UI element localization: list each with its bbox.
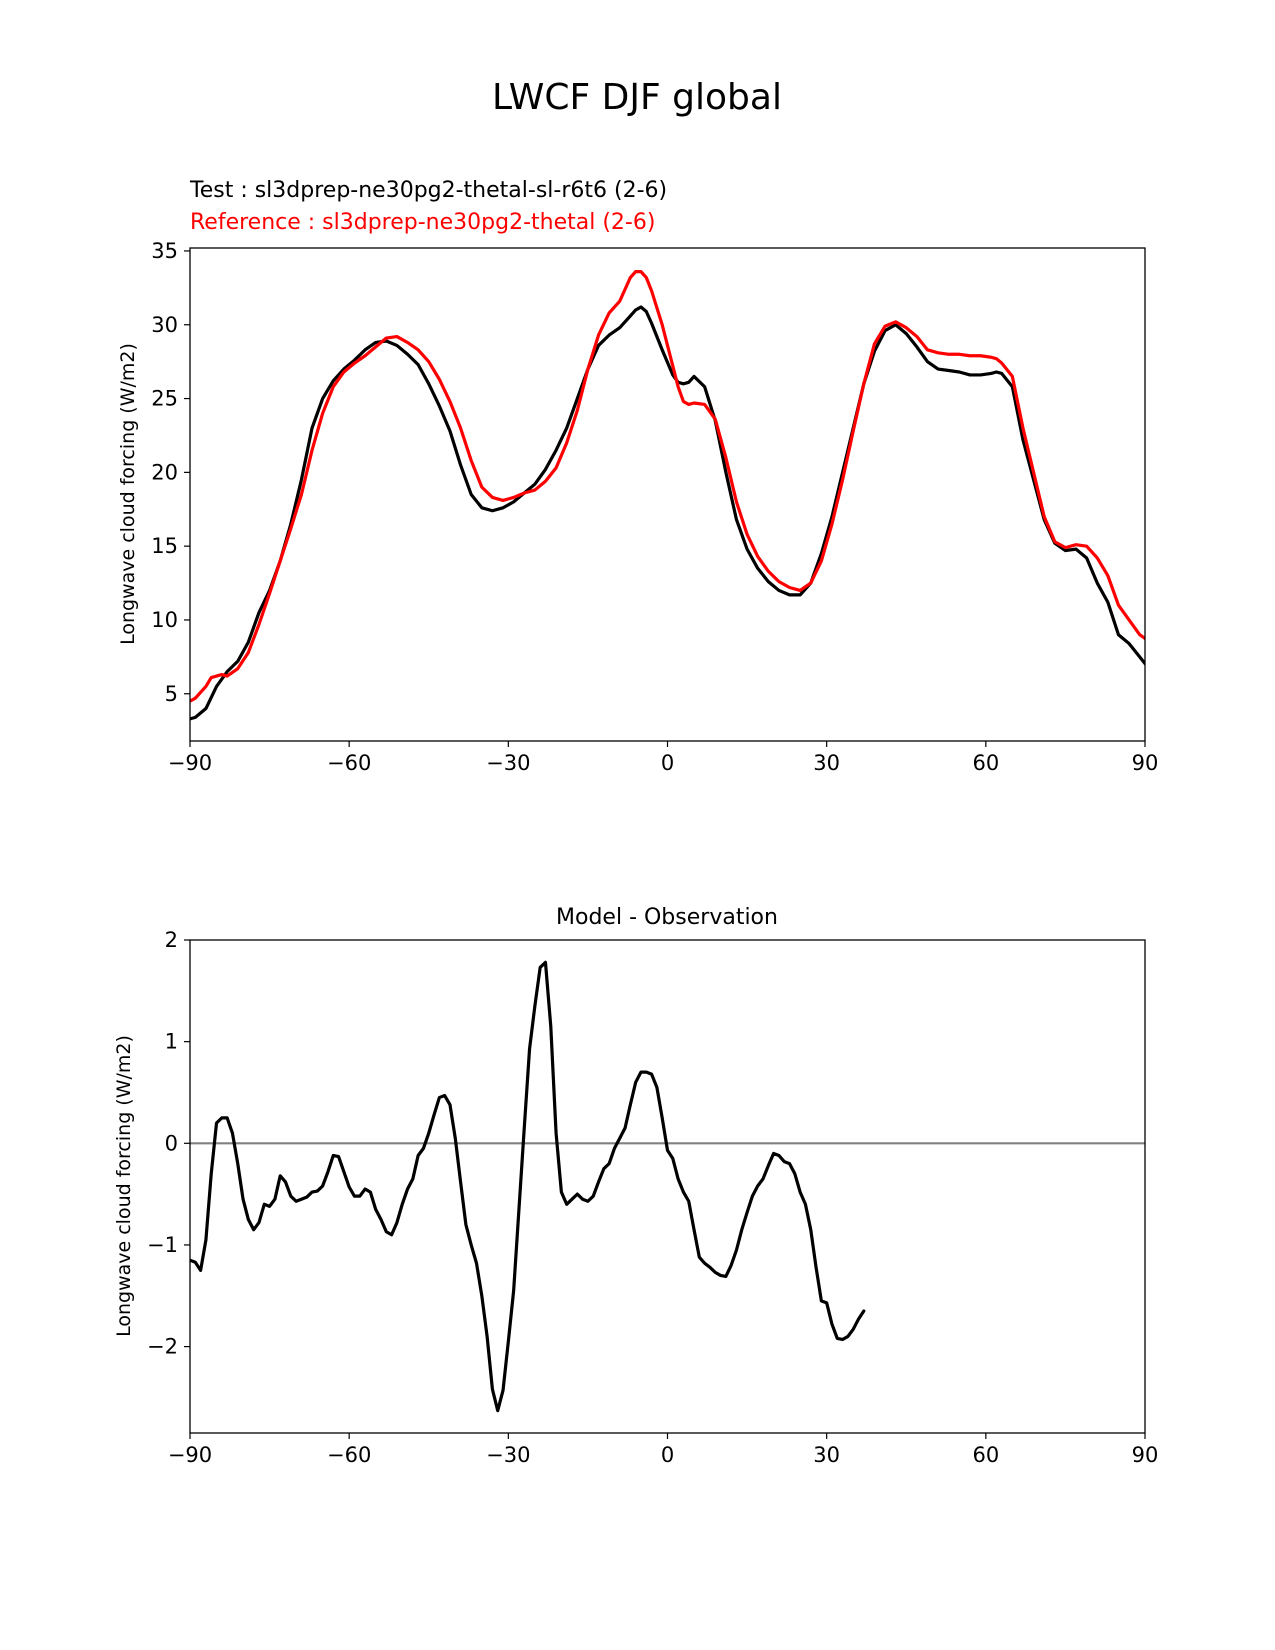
top-series-layer xyxy=(190,270,1145,721)
bottom-tick-layer: −90 −60 −30 0 30 60 90 −2 −1 0 1 2 xyxy=(147,928,1158,1467)
top-series-line-0 xyxy=(190,305,1145,721)
bottom-xtick-label: 90 xyxy=(1132,1443,1159,1467)
top-xtick-label: 0 xyxy=(661,751,674,775)
bottom-xtick-label: 60 xyxy=(972,1443,999,1467)
bottom-ytick-label: −1 xyxy=(147,1233,178,1257)
bottom-xtick-label: 30 xyxy=(813,1443,840,1467)
bottom-ylabel: Longwave cloud forcing (W/m2) xyxy=(113,1035,135,1337)
top-xtick-label: −30 xyxy=(486,751,530,775)
top-tick-layer: −90 −60 −30 0 30 60 90 5 10 15 20 25 30 35 xyxy=(151,239,1158,775)
top-xtick-label: −60 xyxy=(327,751,371,775)
bottom-plot-frame xyxy=(189,939,1146,1434)
figure-suptitle: LWCF DJF global xyxy=(492,77,782,118)
legend-reference-label: Reference : sl3dprep-ne30pg2-thetal (2-6… xyxy=(190,210,655,235)
top-ytick-label: 35 xyxy=(151,239,178,263)
bottom-xtick-label: −30 xyxy=(486,1443,530,1467)
bottom-ytick-label: 0 xyxy=(165,1131,178,1155)
bottom-series-layer xyxy=(190,960,866,1413)
top-ylabel: Longwave cloud forcing (W/m2) xyxy=(117,343,139,645)
bottom-ytick-label: −2 xyxy=(147,1335,178,1359)
legend-test-label: Test : sl3dprep-ne30pg2-thetal-sl-r6t6 (… xyxy=(189,178,667,203)
top-series-line-1 xyxy=(190,270,1145,703)
bottom-chart-panel: Model - Observation Longwave cloud forci… xyxy=(113,905,1158,1467)
bottom-xtick-label: −60 xyxy=(327,1443,371,1467)
top-ytick-label: 5 xyxy=(165,682,178,706)
bottom-title: Model - Observation xyxy=(556,905,778,930)
top-xtick-label: 90 xyxy=(1132,751,1159,775)
top-plot-frame xyxy=(189,247,1146,742)
bottom-series-line-0 xyxy=(190,960,866,1413)
top-xtick-label: −90 xyxy=(168,751,212,775)
bottom-ytick-label: 2 xyxy=(165,928,178,952)
top-ytick-label: 15 xyxy=(151,534,178,558)
bottom-ytick-label: 1 xyxy=(165,1030,178,1054)
top-ytick-label: 20 xyxy=(151,460,178,484)
top-xtick-label: 30 xyxy=(813,751,840,775)
bottom-xtick-label: −90 xyxy=(168,1443,212,1467)
top-ytick-label: 30 xyxy=(151,313,178,337)
bottom-xtick-label: 0 xyxy=(661,1443,674,1467)
top-xtick-label: 60 xyxy=(972,751,999,775)
top-ytick-label: 25 xyxy=(151,387,178,411)
top-ytick-label: 10 xyxy=(151,608,178,632)
top-chart-panel: Test : sl3dprep-ne30pg2-thetal-sl-r6t6 (… xyxy=(117,178,1158,775)
